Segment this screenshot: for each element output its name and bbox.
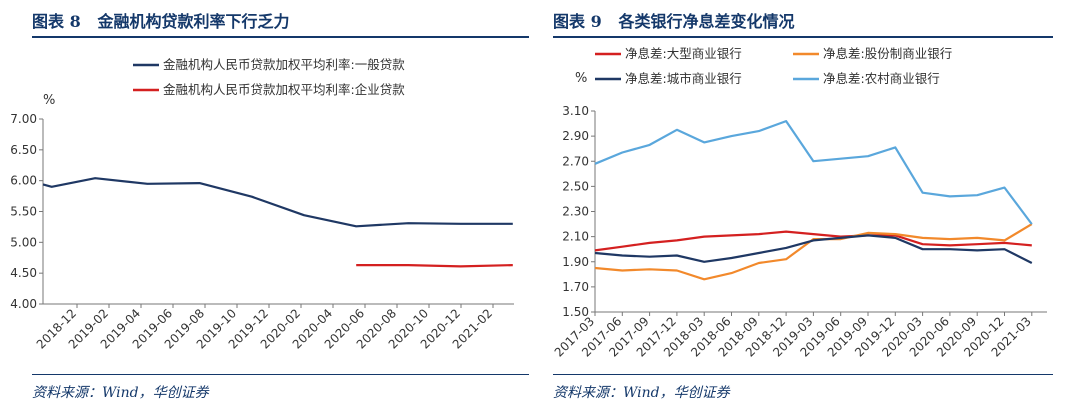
left-title-prefix: 图表 8 [32,12,81,31]
y-tick-label: 1.50 [562,305,589,319]
left-title-text: 金融机构贷款利率下行乏力 [97,12,290,31]
y-axis-unit-label: % [575,71,587,86]
right-title-text: 各类银行净息差变化情况 [618,12,795,31]
right-chart-title: 图表 9 各类银行净息差变化情况 [553,8,794,32]
series-line-1 [42,177,513,228]
right-chart-panel: 图表 9 各类银行净息差变化情况 1.50 1.70 1.90 2.10 2.30 2.5… [553,0,1080,417]
y-tick-label: 4.50 [10,266,37,280]
y-tick-label: 4.00 [10,297,37,311]
left-title-rule [32,36,529,38]
right-line-chart: 1.501.701.902.102.302.502.702.903.10%201… [553,46,1047,360]
y-axis-unit-label: % [43,93,55,108]
legend-label-1: 净息差:大型商业银行 [625,46,742,61]
y-tick-label: 1.70 [562,280,589,294]
legend-label-2: 金融机构人民币贷款加权平均利率:企业贷款 [163,82,405,97]
y-tick-label: 6.00 [10,174,37,188]
y-tick-label: 5.50 [10,205,37,219]
right-source-note: 资料来源：Wind，华创证券 [553,385,730,401]
y-tick-label: 6.50 [10,143,37,157]
legend-label-4: 净息差:农村商业银行 [823,71,940,86]
left-source-rule [32,374,529,375]
series-line-2 [594,223,1033,281]
y-tick-label: 2.30 [562,205,589,219]
y-tick-label: 2.90 [562,129,589,143]
left-chart-panel: 图表 8 金融机构贷款利率下行乏力 4.00 4.50 5.00 5.50 6.00 6.… [0,0,530,417]
right-title-rule [553,36,1053,38]
legend-label-3: 净息差:城市商业银行 [625,71,742,86]
y-tick-label: 5.00 [10,235,37,249]
series-line-1 [594,230,1032,252]
legend-label-1: 金融机构人民币贷款加权平均利率:一般贷款 [163,57,405,72]
series-line-2 [356,264,513,268]
right-title-prefix: 图表 9 [553,12,602,31]
y-tick-label: 7.00 [10,112,37,126]
y-tick-label: 1.90 [562,255,589,269]
y-tick-label: 3.10 [562,104,589,118]
series-line-3 [594,234,1033,264]
left-chart-title: 图表 8 金融机构贷款利率下行乏力 [32,8,289,32]
right-source-rule [553,374,1053,375]
series-line-4 [594,119,1033,225]
y-tick-label: 2.70 [562,154,589,168]
legend-label-2: 净息差:股份制商业银行 [823,46,952,61]
y-tick-label: 2.10 [562,230,589,244]
y-tick-label: 2.50 [562,179,589,193]
left-line-chart: 4.004.505.005.506.006.507.00%2018-122019… [10,57,514,352]
left-source-note: 资料来源：Wind，华创证券 [32,385,209,401]
